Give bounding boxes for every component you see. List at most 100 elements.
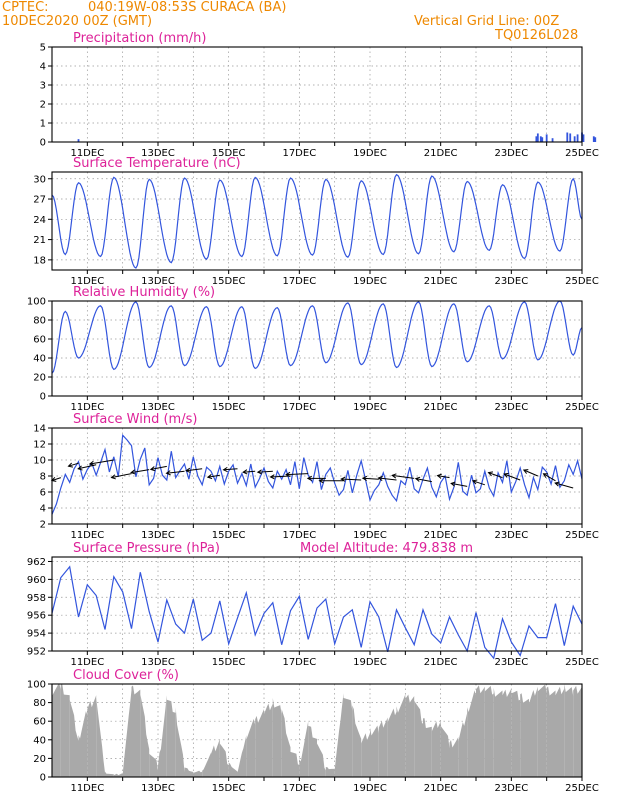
cloud-cover-segment <box>564 684 574 777</box>
wind-vector-head <box>436 473 442 479</box>
x-tick-label: 11DEC <box>70 657 104 668</box>
precip-bar <box>551 138 554 142</box>
wind-vector-head <box>391 473 397 479</box>
wind-vector-shaft <box>503 473 521 481</box>
cloud-cover-segment <box>149 753 158 777</box>
wind-vector-head <box>130 469 136 475</box>
y-tick-label: 24 <box>33 215 46 226</box>
wind-vector-head <box>361 475 368 482</box>
wind-vector-shaft <box>378 477 397 481</box>
cloud-cover-segment <box>440 725 450 777</box>
wind-vector-head <box>340 476 346 482</box>
x-tick-label: 17DEC <box>282 148 316 159</box>
cloud-cover-segment <box>281 709 291 777</box>
y-tick-label: 60 <box>33 717 46 728</box>
x-tick-label: 23DEC <box>494 276 528 287</box>
wind-vector-shaft <box>131 469 150 474</box>
wind-vector-shaft <box>243 470 256 473</box>
cloud-cover-segment <box>361 733 370 777</box>
x-tick-label: 17DEC <box>282 402 316 413</box>
panel-title-cloud: Cloud Cover (%) <box>73 668 179 683</box>
wind-vector-shaft <box>257 470 273 473</box>
x-tick-label: 21DEC <box>424 783 458 794</box>
y-tick-label: 12 <box>33 440 46 451</box>
wind-vector-shaft <box>286 473 309 476</box>
x-tick-label: 25DEC <box>565 402 599 413</box>
cloud-cover-segment <box>484 685 494 777</box>
wind-line <box>51 433 583 515</box>
precip-bar <box>77 139 80 142</box>
cloud-cover-segment <box>255 709 264 777</box>
cloud-cover-segment <box>370 725 379 777</box>
x-tick-label: 21DEC <box>424 148 458 159</box>
panel-humidity: Relative Humidity (%) 0 20 40 60 80 100 11DEC 13… <box>27 285 599 413</box>
wind-vector-shaft <box>111 473 132 479</box>
panel-title-wind: Surface Wind (m/s) <box>73 412 197 427</box>
precip-bar <box>539 136 542 142</box>
x-tick-label: 15DEC <box>212 530 246 541</box>
y-tick-label: 6 <box>40 488 46 499</box>
cloud-cover-segment <box>431 721 441 777</box>
y-tick-label: 4 <box>40 504 46 515</box>
cloud-cover-segment <box>105 771 114 777</box>
x-tick-label: 17DEC <box>282 657 316 668</box>
cloud-cover-segment <box>555 686 565 777</box>
precip-bar <box>576 134 579 142</box>
y-tick-label: 956 <box>27 611 46 622</box>
wind-vector <box>436 473 450 479</box>
cloud-cover-segment <box>219 743 229 777</box>
wind-vector-shaft <box>362 477 379 480</box>
cloud-cover-segment <box>158 695 167 777</box>
wind-vector-shaft <box>341 478 362 481</box>
wind-vector <box>110 473 132 480</box>
cloud-cover-segment <box>228 762 238 777</box>
precip-bar <box>545 134 548 142</box>
x-tick-label: 15DEC <box>212 148 246 159</box>
x-tick-label: 23DEC <box>494 148 528 159</box>
wind-vector <box>340 476 362 482</box>
panel-title-temperature: Surface Temperature (nC) <box>73 156 241 171</box>
x-tick-label: 21DEC <box>424 402 458 413</box>
panel-cloud: Cloud Cover (%) 0 20 40 60 80 100 11DEC 13DEC 15D… <box>27 668 599 794</box>
wind-vector <box>206 474 220 480</box>
y-tick-label: 40 <box>33 735 46 746</box>
x-tick-label: 11DEC <box>70 276 104 287</box>
y-tick-label: 40 <box>33 354 46 365</box>
y-tick-label: 2 <box>40 520 46 531</box>
cloud-cover-segment <box>325 767 335 777</box>
panel-frame <box>51 46 583 143</box>
cloud-cover-segment <box>414 700 423 777</box>
x-tick-label: 15DEC <box>212 783 246 794</box>
y-tick-label: 30 <box>33 174 46 185</box>
x-tick-label: 13DEC <box>141 657 175 668</box>
cloud-cover-segment <box>529 686 538 777</box>
wind-vector-shaft <box>451 482 468 487</box>
wind-vector-shaft <box>488 472 503 479</box>
wind-vector <box>67 462 79 468</box>
cloud-cover-segment <box>405 694 415 777</box>
cloud-cover-segment <box>537 684 547 777</box>
wind-vector <box>554 481 574 489</box>
wind-vector <box>165 470 185 476</box>
wind-vector-shaft <box>555 482 574 489</box>
panel-frame <box>51 300 583 397</box>
x-tick-label: 19DEC <box>353 657 387 668</box>
cloud-cover-segment <box>449 737 459 777</box>
cloud-cover-segment <box>264 703 273 777</box>
header-grid-note: Vertical Grid Line: 00Z <box>414 14 559 29</box>
wind-vector-shaft <box>186 468 203 472</box>
cloud-cover-segment <box>511 690 521 777</box>
wind-vector-head <box>206 474 213 480</box>
x-tick-label: 19DEC <box>353 530 387 541</box>
y-tick-label: 3 <box>40 81 46 92</box>
wind-vector-shaft <box>150 465 167 470</box>
cloud-cover-segment <box>476 685 485 777</box>
wind-vector-head <box>522 469 529 474</box>
wind-vector-shaft <box>270 475 291 478</box>
cloud-cover-segment <box>299 721 309 777</box>
wind-vector-shaft <box>89 459 114 465</box>
panel-title-pressure: Surface Pressure (hPa) <box>73 541 220 556</box>
x-tick-label: 25DEC <box>565 657 599 668</box>
precip-bar <box>536 133 539 142</box>
